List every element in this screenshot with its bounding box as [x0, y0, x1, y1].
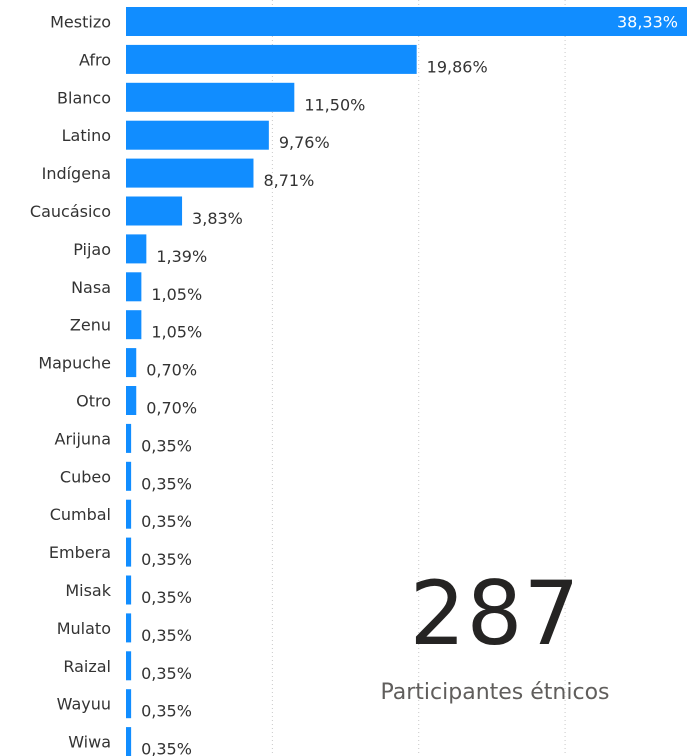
category-label: Cubeo — [60, 467, 111, 486]
bar-zenu[interactable] — [126, 310, 142, 340]
bar-wayuu[interactable] — [126, 689, 132, 719]
category-label: Wayuu — [57, 695, 111, 714]
bar-wiwa[interactable] — [126, 727, 132, 756]
value-label: 0,35% — [141, 512, 192, 531]
bar-indígena[interactable] — [126, 158, 254, 188]
category-label: Embera — [49, 543, 111, 562]
category-label: Arijuna — [55, 429, 112, 448]
category-label: Misak — [65, 581, 111, 600]
category-label: Mapuche — [38, 354, 111, 373]
value-label: 3,83% — [192, 209, 243, 228]
category-label: Cumbal — [50, 505, 111, 524]
category-label: Afro — [79, 50, 111, 69]
kpi-label: Participantes étnicos — [380, 680, 610, 705]
bar-pijao[interactable] — [126, 234, 147, 264]
value-label: 1,05% — [151, 323, 202, 342]
value-label: 1,39% — [156, 247, 207, 266]
category-label: Pijao — [73, 240, 111, 259]
value-label: 0,35% — [141, 740, 192, 756]
bar-embera[interactable] — [126, 537, 132, 567]
value-label: 0,35% — [141, 550, 192, 569]
kpi-value: 287 — [409, 562, 581, 665]
category-label: Mulato — [57, 619, 111, 638]
category-label: Caucásico — [30, 202, 111, 221]
category-labels: Mestizo Afro Blanco Latino Indígena Caucásico… — [30, 13, 112, 752]
bars — [126, 7, 687, 756]
kpi-card: 287 Participantes étnicos — [350, 562, 640, 706]
bar-nasa[interactable] — [126, 272, 142, 302]
bar-mestizo[interactable] — [126, 7, 687, 36]
value-label: 38,33% — [617, 13, 678, 32]
value-label: 0,35% — [141, 436, 192, 455]
bar-cubeo[interactable] — [126, 461, 132, 491]
value-label: 0,35% — [141, 626, 192, 645]
category-label: Mestizo — [50, 13, 111, 32]
bar-mulato[interactable] — [126, 613, 132, 643]
bar-blanco[interactable] — [126, 82, 295, 112]
bar-cumbal[interactable] — [126, 499, 132, 529]
category-label: Wiwa — [68, 733, 111, 752]
value-label: 0,35% — [141, 474, 192, 493]
value-label: 9,76% — [279, 133, 330, 152]
value-label: 0,70% — [146, 361, 197, 380]
value-label: 0,35% — [141, 588, 192, 607]
bar-misak[interactable] — [126, 575, 132, 605]
bar-mapuche[interactable] — [126, 348, 137, 378]
bar-otro[interactable] — [126, 386, 137, 415]
value-labels: 38,33% 19,86% 11,50% 9,76% 8,71% 3,83% 1,39% 1,… — [141, 13, 678, 756]
value-label: 0,70% — [146, 399, 197, 418]
category-label: Blanco — [57, 88, 111, 107]
bar-raizal[interactable] — [126, 651, 132, 681]
value-label: 1,05% — [151, 285, 202, 304]
category-label: Zenu — [70, 316, 111, 335]
bar-latino[interactable] — [126, 120, 269, 150]
value-label: 11,50% — [304, 95, 365, 114]
category-label: Indígena — [42, 164, 111, 183]
bar-afro[interactable] — [126, 44, 417, 74]
category-label: Latino — [62, 126, 111, 145]
value-label: 8,71% — [263, 171, 314, 190]
bar-arijuna[interactable] — [126, 423, 132, 453]
value-label: 0,35% — [141, 702, 192, 721]
category-label: Nasa — [71, 278, 111, 297]
value-label: 0,35% — [141, 664, 192, 683]
value-label: 19,86% — [427, 57, 488, 76]
bar-caucásico[interactable] — [126, 196, 183, 226]
category-label: Raizal — [63, 657, 111, 676]
category-label: Otro — [76, 392, 111, 411]
